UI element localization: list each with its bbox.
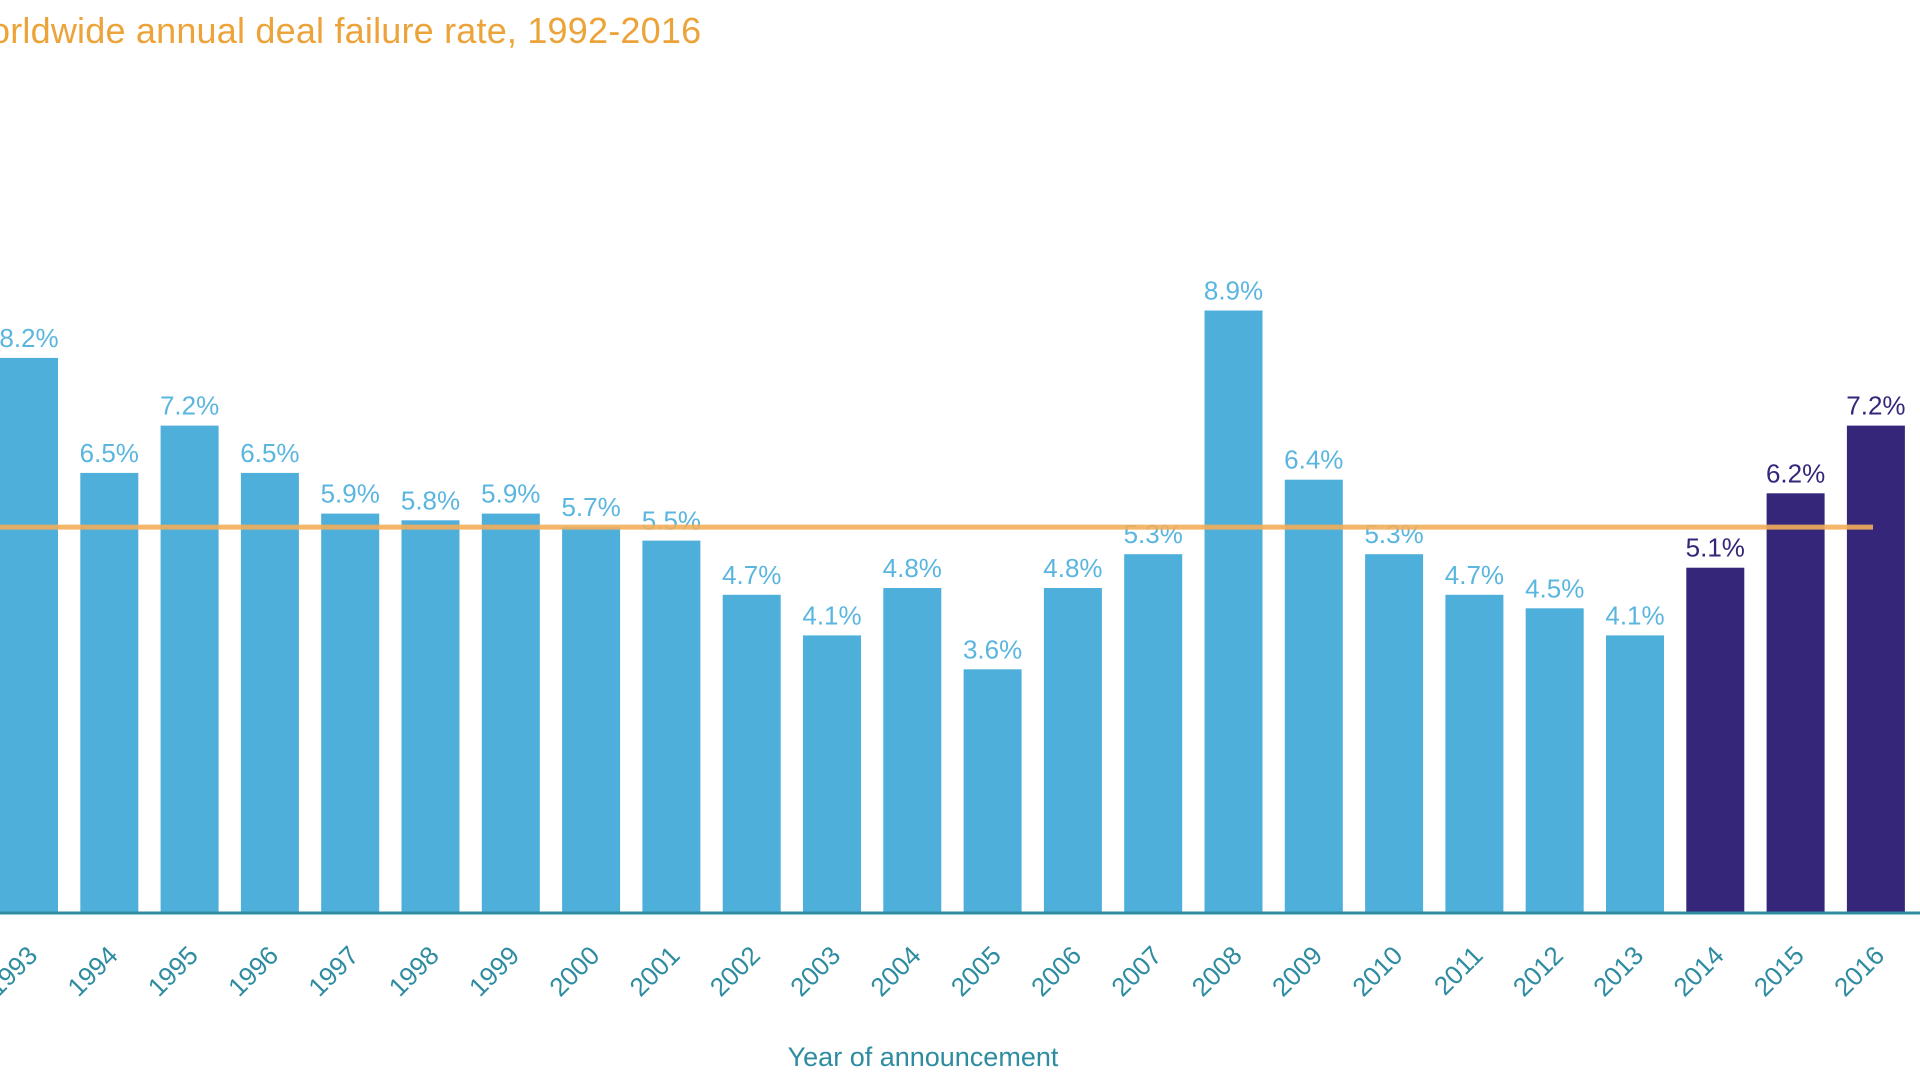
chart-title: orldwide annual deal failure rate, 1992-… — [0, 10, 702, 51]
value-label-2001: 5.5% — [642, 506, 701, 536]
x-tick-label-1995: 1995 — [142, 940, 204, 1002]
bar-2001 — [642, 540, 701, 913]
x-tick-label-2003: 2003 — [784, 940, 846, 1002]
bar-2002 — [722, 594, 781, 913]
bar-2013 — [1606, 635, 1664, 913]
value-label-2012: 4.5% — [1525, 573, 1584, 603]
x-tick-label-1997: 1997 — [302, 940, 364, 1002]
value-label-2013: 4.1% — [1605, 600, 1664, 630]
x-tick-label-2011: 2011 — [1428, 940, 1489, 1001]
value-label-2014: 5.1% — [1686, 533, 1745, 563]
value-label-2006: 4.8% — [1043, 553, 1102, 583]
x-tick-label-2009: 2009 — [1266, 940, 1328, 1002]
x-tick-label-2005: 2005 — [945, 940, 1007, 1002]
bar-2016 — [1846, 425, 1905, 913]
bar-1995 — [160, 425, 219, 913]
value-label-2010: 5.3% — [1364, 519, 1423, 549]
value-label-2003: 4.1% — [802, 600, 861, 630]
bar-2012 — [1525, 608, 1584, 913]
bar-1993 — [0, 357, 58, 913]
x-tick-label-2001: 2001 — [624, 940, 686, 1002]
x-tick-label-2010: 2010 — [1346, 940, 1408, 1002]
x-tick-label-1999: 1999 — [463, 940, 525, 1002]
bar-1998 — [401, 520, 460, 913]
bar-2014 — [1686, 567, 1745, 913]
x-tick-label-2014: 2014 — [1667, 940, 1729, 1002]
value-label-2002: 4.7% — [722, 560, 781, 590]
x-tick-label-1993: 1993 — [0, 940, 43, 1002]
bar-2007 — [1124, 554, 1183, 913]
bar-1996 — [240, 472, 299, 913]
x-tick-label-2012: 2012 — [1507, 940, 1569, 1002]
value-label-2000: 5.7% — [561, 492, 620, 522]
x-tick-label-2006: 2006 — [1025, 940, 1087, 1002]
x-axis-title: Year of announcement — [788, 1042, 1059, 1072]
x-tick-label-2000: 2000 — [543, 940, 605, 1002]
value-label-2016: 7.2% — [1846, 391, 1905, 421]
bar-2009 — [1284, 479, 1343, 913]
value-label-1999: 5.9% — [481, 479, 540, 509]
bar-2004 — [883, 588, 942, 913]
x-tick-label-2004: 2004 — [864, 940, 926, 1002]
x-tick-label-2002: 2002 — [704, 940, 766, 1002]
bar-1999 — [481, 513, 540, 913]
x-tick-label-2015: 2015 — [1748, 940, 1810, 1002]
bar-1994 — [80, 472, 139, 913]
value-label-1995: 7.2% — [160, 391, 219, 421]
x-tick-label-2007: 2007 — [1105, 940, 1167, 1002]
bar-2010 — [1365, 554, 1424, 913]
value-label-1997: 5.9% — [321, 479, 380, 509]
value-label-1998: 5.8% — [401, 485, 460, 515]
value-label-2011: 4.7% — [1445, 560, 1504, 590]
bar-2006 — [1043, 588, 1102, 913]
bar-2011 — [1445, 594, 1504, 913]
value-label-2004: 4.8% — [883, 553, 942, 583]
x-tick-label-1994: 1994 — [61, 940, 123, 1002]
x-tick-label-2013: 2013 — [1587, 940, 1649, 1002]
value-label-1994: 6.5% — [80, 438, 139, 468]
value-label-1993: 8.2% — [0, 323, 59, 353]
bar-1997 — [321, 513, 380, 913]
x-tick-label-2008: 2008 — [1186, 940, 1248, 1002]
value-label-1996: 6.5% — [240, 438, 299, 468]
x-tick-label-2016: 2016 — [1828, 940, 1890, 1002]
bar-2005 — [963, 669, 1022, 913]
value-label-2007: 5.3% — [1124, 519, 1183, 549]
bar-2008 — [1204, 310, 1263, 913]
bar-2003 — [803, 635, 861, 913]
bar-2015 — [1766, 493, 1825, 913]
x-tick-label-1998: 1998 — [383, 940, 445, 1002]
x-tick-label-1996: 1996 — [222, 940, 284, 1002]
bar-2000 — [562, 527, 621, 913]
value-label-2008: 8.9% — [1204, 276, 1263, 306]
value-label-2005: 3.6% — [963, 634, 1022, 664]
value-label-2015: 6.2% — [1766, 458, 1825, 488]
value-label-2009: 6.4% — [1284, 445, 1343, 475]
